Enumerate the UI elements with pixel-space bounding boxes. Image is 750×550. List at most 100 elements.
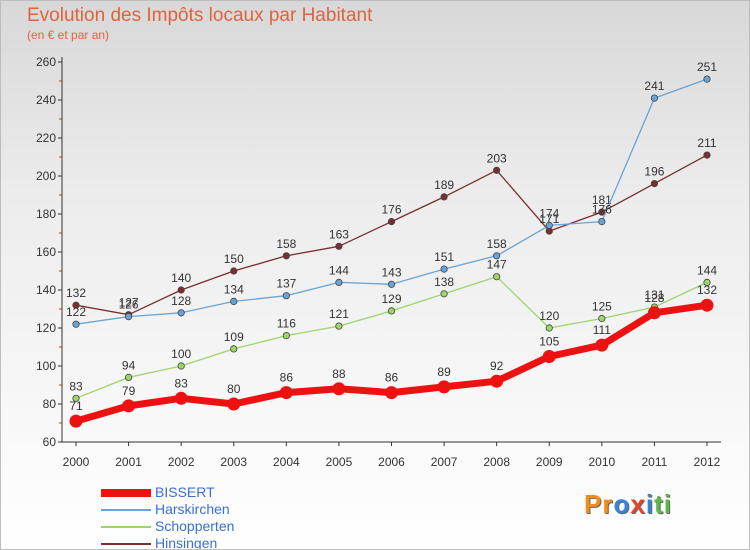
x-tick-label: 2008 <box>483 455 510 469</box>
x-tick-label: 2007 <box>431 455 458 469</box>
legend-swatch <box>101 526 151 528</box>
data-point <box>174 391 188 405</box>
data-label: 176 <box>592 203 612 217</box>
x-tick-label: 2012 <box>694 455 721 469</box>
data-point <box>703 151 711 159</box>
data-label: 143 <box>381 265 401 279</box>
y-tick-label: 120 <box>36 321 56 335</box>
x-tick-label: 2005 <box>326 455 353 469</box>
data-label: 105 <box>539 335 559 349</box>
y-tick-label: 60 <box>43 435 57 449</box>
data-point <box>279 386 293 400</box>
data-label: 158 <box>487 237 507 251</box>
data-label: 71 <box>69 399 83 413</box>
data-point <box>598 314 606 323</box>
data-label: 94 <box>122 358 136 372</box>
data-label: 88 <box>332 367 346 381</box>
data-label: 211 <box>697 136 716 150</box>
data-point <box>335 322 343 330</box>
data-label: 203 <box>487 151 507 165</box>
y-tick-label: 240 <box>36 93 56 107</box>
y-tick-label: 200 <box>36 169 56 183</box>
proxiti-logo: Proxiti <box>584 489 672 520</box>
data-point <box>385 386 398 400</box>
data-label: 121 <box>329 307 349 321</box>
data-label: 83 <box>69 379 83 393</box>
legend-label: BISSERT <box>155 484 215 500</box>
legend-label: Harskirchen <box>155 501 230 517</box>
data-point <box>493 273 501 281</box>
data-point <box>335 278 343 286</box>
data-label: 137 <box>276 277 296 291</box>
data-point <box>177 362 185 370</box>
data-point <box>72 320 80 328</box>
legend-swatch <box>101 543 151 545</box>
data-label: 181 <box>592 193 612 207</box>
data-label: 125 <box>592 300 612 314</box>
chart-subtitle: (en € et par an) <box>27 28 110 42</box>
data-point <box>647 306 661 320</box>
data-label: 128 <box>171 294 191 308</box>
data-label: 171 <box>539 212 559 226</box>
data-label: 251 <box>697 60 717 74</box>
data-label: 241 <box>644 79 664 93</box>
legend-item-hinsingen: Hinsingen <box>101 535 301 550</box>
legend-item-harskirchen: Harskirchen <box>101 501 301 518</box>
data-point <box>650 94 659 102</box>
data-point <box>177 286 185 294</box>
data-label: 144 <box>329 263 349 277</box>
x-tick-label: 2006 <box>378 455 405 469</box>
y-tick-label: 140 <box>36 283 56 297</box>
series-line-bissert <box>75 301 708 425</box>
data-point <box>440 193 448 201</box>
data-label: 120 <box>539 309 559 323</box>
data-point <box>440 290 448 298</box>
data-label: 189 <box>434 178 454 192</box>
data-label: 111 <box>593 323 612 337</box>
logo-letter: o <box>613 489 631 519</box>
data-point <box>282 292 290 300</box>
data-label: 196 <box>644 165 664 179</box>
y-tick-label: 260 <box>36 55 56 69</box>
data-label: 100 <box>171 347 191 361</box>
x-tick-label: 2000 <box>63 455 90 469</box>
legend-label: Hinsingen <box>155 535 218 550</box>
logo-letter: t <box>654 489 664 519</box>
x-tick-label: 2003 <box>220 455 247 469</box>
data-label: 127 <box>119 296 139 310</box>
data-point <box>595 338 609 352</box>
data-label: 126 <box>119 298 139 312</box>
y-tick-label: 220 <box>36 131 56 145</box>
data-label: 132 <box>697 283 717 297</box>
data-label: 150 <box>224 252 244 266</box>
data-label: 89 <box>437 365 451 379</box>
data-point <box>230 345 238 353</box>
logo-letter: x <box>630 489 646 519</box>
data-label: 128 <box>644 291 664 305</box>
data-label: 80 <box>227 382 241 396</box>
data-label: 144 <box>697 263 717 277</box>
legend-swatch <box>101 509 151 511</box>
data-point <box>650 180 659 188</box>
data-label: 109 <box>224 330 244 344</box>
data-label: 86 <box>280 371 294 385</box>
data-point <box>332 382 346 396</box>
logo-letter: i <box>645 489 655 519</box>
data-point <box>69 414 83 428</box>
data-point <box>387 307 396 315</box>
x-tick-label: 2009 <box>536 455 563 469</box>
data-point <box>703 278 711 286</box>
data-point <box>493 252 501 260</box>
data-label: 176 <box>381 203 401 217</box>
data-point <box>598 208 606 216</box>
data-label: 132 <box>66 286 86 300</box>
data-label: 83 <box>174 376 188 390</box>
y-tick-label: 100 <box>36 359 56 373</box>
data-point <box>282 331 290 340</box>
data-point <box>177 309 185 317</box>
data-point <box>230 267 238 275</box>
data-point <box>437 380 451 394</box>
data-label: 151 <box>434 250 454 264</box>
